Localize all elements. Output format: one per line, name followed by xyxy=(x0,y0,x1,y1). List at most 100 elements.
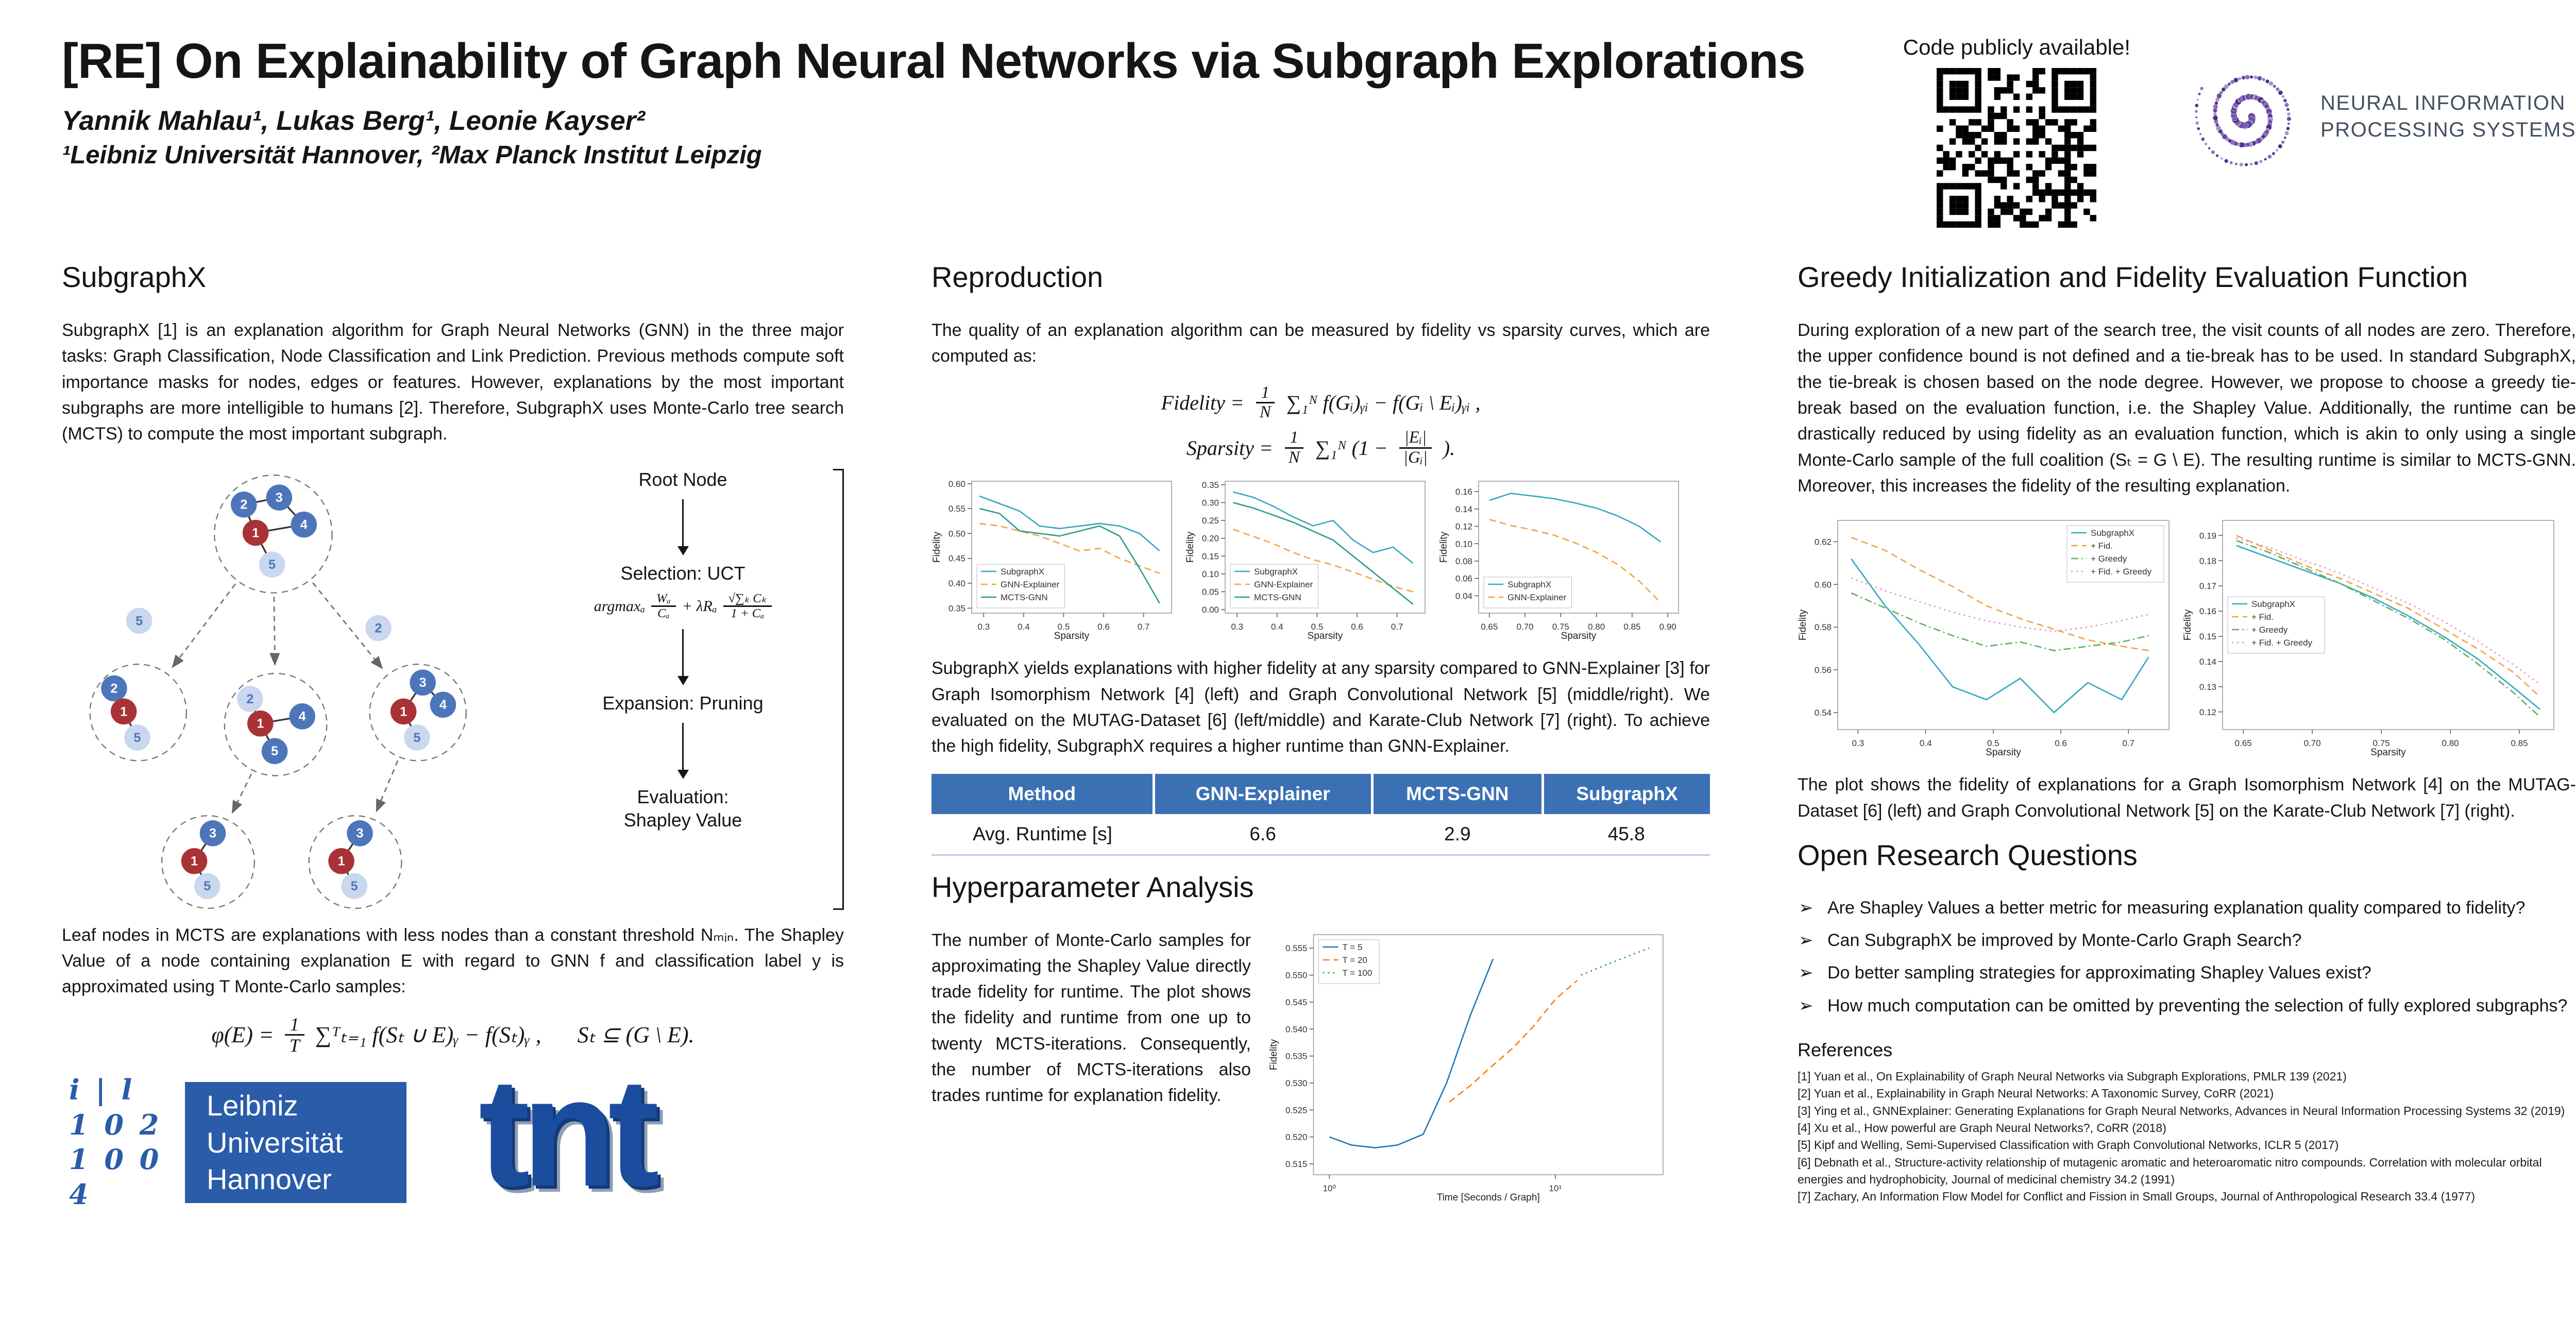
svg-text:0.12: 0.12 xyxy=(2199,707,2216,717)
flow-arrow-icon xyxy=(682,629,684,683)
reference-item: [2] Yuan et al., Explainability in Graph… xyxy=(1798,1087,2274,1101)
svg-text:1: 1 xyxy=(400,704,407,719)
svg-text:0.35: 0.35 xyxy=(1202,480,1219,490)
svg-text:MCTS-GNN: MCTS-GNN xyxy=(1001,593,1048,602)
svg-text:0.45: 0.45 xyxy=(948,554,965,564)
subgraphx-heading: SubgraphX xyxy=(62,261,207,293)
svg-text:0.85: 0.85 xyxy=(1623,622,1640,632)
chart-fidelity-gcn-karate: 0.65 0.70 0.75 0.80 0.85 0.90 0.04 0.06 0.08 0.10… xyxy=(1438,481,1679,641)
table-cell: 2.9 xyxy=(1372,814,1543,856)
svg-text:0.10: 0.10 xyxy=(1202,569,1219,579)
svg-text:0.3: 0.3 xyxy=(1231,622,1243,632)
svg-text:SubgraphX: SubgraphX xyxy=(1001,567,1044,577)
svg-text:0.530: 0.530 xyxy=(1285,1078,1308,1088)
qr-code-icon xyxy=(1937,68,2097,228)
svg-text:0.7: 0.7 xyxy=(1391,622,1403,632)
svg-text:0.17: 0.17 xyxy=(2199,581,2216,591)
svg-text:Fidelity: Fidelity xyxy=(2182,610,2193,641)
svg-text:Sparsity: Sparsity xyxy=(1561,631,1597,641)
svg-text:GNN-Explainer: GNN-Explainer xyxy=(1507,593,1567,602)
poster-header: [RE] On Explainability of Graph Neural N… xyxy=(0,0,2576,230)
svg-text:5: 5 xyxy=(135,614,143,628)
svg-text:0.15: 0.15 xyxy=(1202,552,1219,562)
subgraphx-intro: SubgraphX [1] is an explanation algorith… xyxy=(62,320,844,444)
svg-text:3: 3 xyxy=(276,491,283,505)
table-row: Avg. Runtime [s] 6.6 2.9 45.8 xyxy=(931,814,1710,856)
chart-fidelity-gcn-mutag: 0.3 0.4 0.5 0.6 0.7 0.00 0.05 0.10 0.15 0.20 0.25 0… xyxy=(1185,480,1426,641)
svg-text:0.18: 0.18 xyxy=(2199,556,2216,566)
svg-text:0.14: 0.14 xyxy=(1455,504,1472,514)
svg-text:GNN-Explainer: GNN-Explainer xyxy=(1254,580,1313,589)
leibniz-university-logo: i | l 1 0 2 1 0 0 4 Leibniz Universität … xyxy=(62,1073,406,1211)
references-heading: References xyxy=(1798,1039,1893,1060)
svg-text:0.525: 0.525 xyxy=(1285,1105,1308,1115)
svg-text:Time [Seconds / Graph]: Time [Seconds / Graph] xyxy=(1437,1192,1540,1203)
svg-text:0.6: 0.6 xyxy=(1097,622,1110,632)
neurips-text-line1: NEURAL INFORMATION xyxy=(2320,91,2566,114)
logo-row: i | l 1 0 2 1 0 0 4 Leibniz Universität … xyxy=(62,1055,844,1211)
svg-text:0.550: 0.550 xyxy=(1285,970,1308,980)
svg-text:0.4: 0.4 xyxy=(1920,738,1932,748)
svg-text:0.545: 0.545 xyxy=(1285,997,1308,1007)
svg-text:0.85: 0.85 xyxy=(2511,738,2528,748)
code-available-label: Code publicly available! xyxy=(1903,35,2131,59)
tnt-logo: tnt xyxy=(479,1045,659,1219)
reference-item: [4] Xu et al., How powerful are Graph Ne… xyxy=(1798,1121,2166,1135)
svg-text:3: 3 xyxy=(209,826,216,840)
selection-label: Selection: UCT xyxy=(620,562,745,584)
svg-text:0.00: 0.00 xyxy=(1202,605,1219,615)
table-header-cell: MCTS-GNN xyxy=(1370,773,1543,814)
question-item: Do better sampling strategies for approx… xyxy=(1798,960,2576,986)
svg-text:GNN-Explainer: GNN-Explainer xyxy=(1001,580,1060,589)
svg-text:5: 5 xyxy=(413,730,420,745)
chart-hyperparameter-tradeoff: 10⁰ 10¹ 0.515 0.520 0.525 0.530 0.535 0.540 0.54… xyxy=(1268,934,1664,1203)
svg-text:0.7: 0.7 xyxy=(2122,738,2134,748)
greedy-charts: 0.3 0.4 0.5 0.6 0.7 0.54 0.56 0.58 0.60 0.62 Spars… xyxy=(1798,513,2576,760)
svg-text:0.520: 0.520 xyxy=(1285,1132,1308,1142)
reproduction-intro: The quality of an explanation algorithm … xyxy=(931,320,1710,366)
svg-text:0.4: 0.4 xyxy=(1018,622,1030,632)
svg-text:0.56: 0.56 xyxy=(1815,665,1832,675)
table-header-cell: GNN-Explainer xyxy=(1152,773,1372,814)
svg-text:4: 4 xyxy=(299,709,306,723)
table-header-cell: SubgraphX xyxy=(1541,773,1710,814)
svg-text:5: 5 xyxy=(351,879,358,893)
svg-text:0.5: 0.5 xyxy=(1058,622,1070,632)
svg-text:0.60: 0.60 xyxy=(1815,580,1832,589)
greedy-caption: The plot shows the fidelity of explanati… xyxy=(1798,775,2576,821)
svg-text:0.58: 0.58 xyxy=(1815,622,1832,632)
svg-text:5: 5 xyxy=(204,879,211,893)
svg-text:0.540: 0.540 xyxy=(1285,1024,1308,1034)
svg-text:0.16: 0.16 xyxy=(1455,487,1472,497)
chart-greedy-gcn-karate: 0.65 0.70 0.75 0.80 0.85 0.12 0.13 0.14 0.15 0.16… xyxy=(2182,520,2554,758)
svg-text:Sparsity: Sparsity xyxy=(2370,747,2406,758)
svg-text:0.14: 0.14 xyxy=(2199,657,2216,667)
svg-text:0.7: 0.7 xyxy=(1138,622,1150,632)
svg-text:0.3: 0.3 xyxy=(1852,738,1865,748)
hyperparameter-text: The number of Monte-Carlo samples for ap… xyxy=(931,930,1251,1106)
svg-text:+ Greedy: + Greedy xyxy=(2251,625,2288,635)
svg-text:10⁰: 10⁰ xyxy=(1323,1183,1336,1193)
svg-text:0.05: 0.05 xyxy=(1202,587,1219,597)
svg-text:0.35: 0.35 xyxy=(948,604,965,614)
svg-text:0.08: 0.08 xyxy=(1455,556,1472,566)
svg-text:0.90: 0.90 xyxy=(1659,622,1676,632)
reproduction-heading: Reproduction xyxy=(931,261,1104,293)
root-node-label: Root Node xyxy=(638,468,727,490)
runtime-table: Method GNN-Explainer MCTS-GNN SubgraphX … xyxy=(931,773,1710,856)
svg-text:0.12: 0.12 xyxy=(1455,522,1472,532)
mcts-flow-labels: Root Node Selection: UCT argmaxₐ Wₐ Cₐ + … xyxy=(543,462,844,917)
svg-text:2: 2 xyxy=(240,497,247,512)
svg-text:3: 3 xyxy=(419,675,427,690)
column-subgraphx: SubgraphX SubgraphX [1] is an explanatio… xyxy=(62,246,844,1317)
svg-text:0.555: 0.555 xyxy=(1285,943,1308,953)
hyperparameter-heading: Hyperparameter Analysis xyxy=(931,870,1254,903)
svg-text:0.5: 0.5 xyxy=(1311,622,1324,632)
open-questions-list: Are Shapley Values a better metric for m… xyxy=(1798,895,2576,1019)
svg-text:0.19: 0.19 xyxy=(2199,531,2216,541)
svg-text:Fidelity: Fidelity xyxy=(1268,1039,1279,1070)
svg-text:0.535: 0.535 xyxy=(1285,1051,1308,1061)
